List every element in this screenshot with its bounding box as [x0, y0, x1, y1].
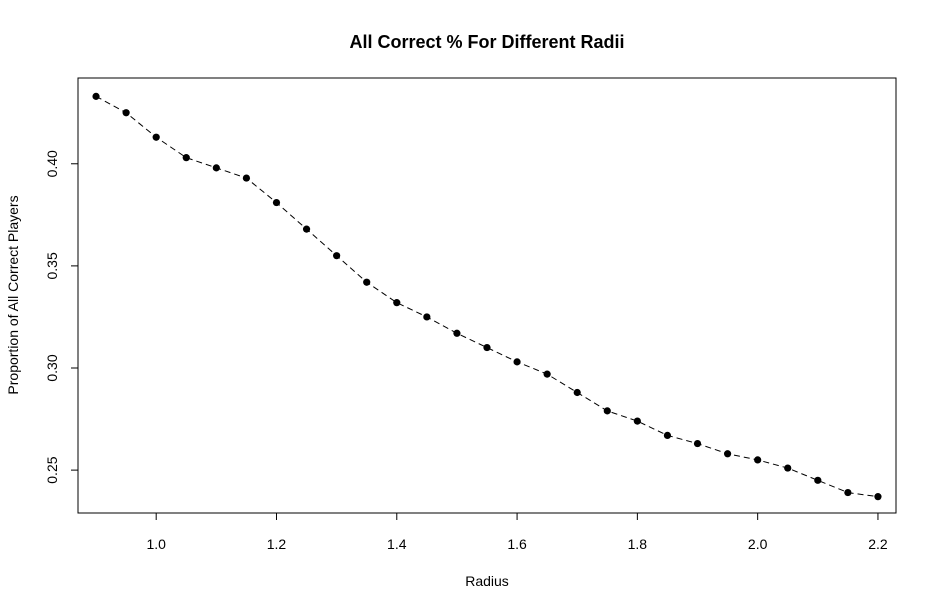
- series-line-group: [95, 95, 879, 498]
- data-point: [212, 164, 220, 172]
- data-point: [272, 198, 281, 207]
- chart-title: All Correct % For Different Radii: [349, 32, 624, 52]
- data-point: [754, 456, 762, 464]
- data-point: [483, 343, 491, 352]
- y-tick-label: 0.40: [44, 150, 60, 177]
- data-point: [92, 92, 100, 100]
- data-point: [122, 109, 130, 117]
- x-axis-label: Radius: [465, 573, 509, 589]
- y-tick-label: 0.30: [44, 354, 60, 381]
- data-point: [302, 225, 311, 233]
- x-tick-label: 1.0: [146, 536, 166, 552]
- data-point: [453, 329, 461, 337]
- data-point: [603, 407, 611, 415]
- data-point: [814, 476, 822, 484]
- data-point: [182, 154, 190, 162]
- y-axis: 0.25 0.30 0.35 0.40: [44, 150, 79, 484]
- x-tick-label: 2.2: [868, 536, 888, 552]
- x-tick-label: 1.6: [507, 536, 527, 552]
- data-point: [573, 388, 581, 397]
- data-point: [874, 493, 882, 501]
- data-point: [693, 439, 702, 448]
- y-tick-label: 0.25: [44, 456, 60, 483]
- y-tick-label: 0.35: [44, 252, 60, 279]
- x-tick-label: 1.8: [628, 536, 648, 552]
- series-points-group: [92, 92, 882, 501]
- x-tick-label: 1.4: [387, 536, 407, 552]
- data-point: [513, 358, 521, 366]
- x-axis: 1.0 1.2 1.4 1.6 1.8 2.0 2.2: [146, 512, 888, 552]
- data-point: [663, 431, 672, 439]
- data-point: [333, 252, 341, 260]
- series-line: [95, 95, 879, 498]
- data-point: [543, 370, 551, 378]
- x-tick-label: 2.0: [748, 536, 768, 552]
- data-point: [784, 464, 792, 472]
- data-point: [152, 133, 160, 141]
- data-point: [393, 299, 401, 307]
- y-axis-label: Proportion of All Correct Players: [5, 195, 21, 394]
- data-point: [363, 278, 371, 286]
- data-point: [423, 313, 431, 321]
- x-tick-label: 1.2: [267, 536, 287, 552]
- data-point: [844, 488, 852, 497]
- data-point: [242, 174, 251, 182]
- data-point: [723, 450, 732, 458]
- data-point: [633, 417, 641, 425]
- plot-frame: [77, 77, 897, 514]
